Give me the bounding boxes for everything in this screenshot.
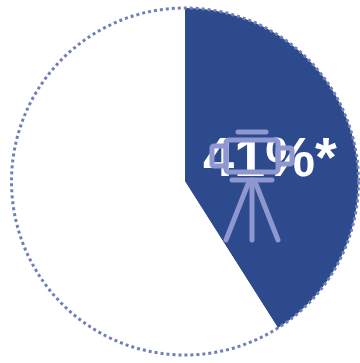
svg-text:41%*: 41%* xyxy=(203,125,337,188)
